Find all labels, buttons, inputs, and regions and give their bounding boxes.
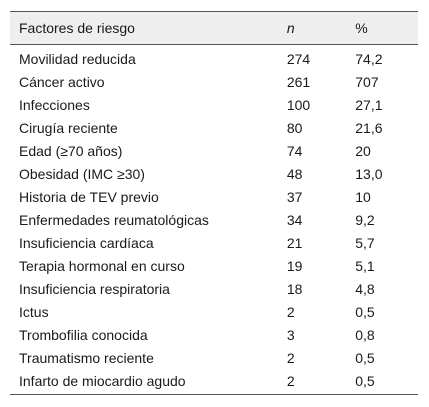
cell-percent: 0,5	[355, 349, 375, 366]
cell-percent: 27,1	[355, 96, 383, 113]
cell-percent: 13,0	[355, 165, 383, 182]
cell-n: 21	[286, 234, 303, 251]
table-row: Enfermedades reumatológicas 34 9,2	[10, 208, 418, 231]
cell-n: 34	[286, 211, 303, 228]
header-percent: %	[355, 11, 418, 45]
header-row: Factores de riesgo n %	[10, 11, 418, 45]
header-n: n	[286, 11, 356, 45]
cell-n: 48	[286, 165, 303, 182]
cell-n: 2	[286, 369, 356, 395]
cell-factor: Cáncer activo	[19, 73, 105, 90]
cell-percent: 4,8	[355, 280, 375, 297]
table-row: Historia de TEV previo 37 10	[10, 185, 418, 208]
cell-n: 80	[286, 119, 303, 136]
cell-percent: 9,2	[355, 211, 375, 228]
cell-factor: Infecciones	[19, 96, 90, 113]
cell-n: 2	[286, 349, 295, 366]
table-row: Insuficiencia respiratoria 18 4,8	[10, 277, 418, 300]
cell-n: 261	[286, 73, 311, 90]
cell-factor: Trombofilia conocida	[19, 326, 148, 343]
table-row: Terapia hormonal en curso 19 5,1	[10, 254, 418, 277]
cell-factor: Enfermedades reumatológicas	[19, 211, 209, 228]
cell-factor: Cirugía reciente	[19, 119, 118, 136]
table-row: Infecciones 100 27,1	[10, 93, 418, 116]
table-row: Trombofilia conocida 3 0,8	[10, 323, 418, 346]
table-row: Ictus 2 0,5	[10, 300, 418, 323]
cell-percent: 5,7	[355, 234, 375, 251]
cell-percent: 5,1	[355, 257, 375, 274]
table-row: Obesidad (IMC ≥30) 48 13,0	[10, 162, 418, 185]
cell-factor: Traumatismo reciente	[19, 349, 154, 366]
cell-percent: 0,5	[355, 369, 418, 395]
cell-n: 274	[286, 50, 311, 67]
cell-percent: 20	[355, 142, 371, 159]
table-row: Movilidad reducida 274 74,2	[10, 45, 418, 71]
table-header: Factores de riesgo n %	[10, 11, 418, 45]
cell-factor: Edad (≥70 años)	[19, 142, 123, 159]
cell-percent: 0,8	[355, 326, 375, 343]
cell-factor: Obesidad (IMC ≥30)	[19, 165, 145, 182]
cell-percent: 21,6	[355, 119, 383, 136]
table-row: Edad (≥70 años) 74 20	[10, 139, 418, 162]
table-row: Cirugía reciente 80 21,6	[10, 116, 418, 139]
cell-n: 2	[286, 303, 295, 320]
cell-percent: 74,2	[355, 50, 383, 67]
cell-factor: Movilidad reducida	[19, 50, 136, 67]
risk-factors-table: Factores de riesgo n % Movilidad reducid…	[10, 11, 418, 395]
cell-percent: 10	[355, 188, 371, 205]
risk-factors-table-container: Factores de riesgo n % Movilidad reducid…	[10, 11, 418, 395]
cell-n: 19	[286, 257, 303, 274]
cell-n: 18	[286, 280, 303, 297]
cell-n: 74	[286, 142, 303, 159]
table-row: Infarto de miocardio agudo 2 0,5	[10, 369, 418, 395]
cell-n: 37	[286, 188, 303, 205]
cell-n: 3	[286, 326, 295, 343]
table-row: Cáncer activo 261 707	[10, 70, 418, 93]
cell-factor: Terapia hormonal en curso	[19, 257, 185, 274]
table-row: Insuficiencia cardíaca 21 5,7	[10, 231, 418, 254]
cell-factor: Ictus	[19, 303, 49, 320]
table-row: Traumatismo reciente 2 0,5	[10, 346, 418, 369]
cell-factor: Infarto de miocardio agudo	[10, 369, 287, 395]
cell-factor: Insuficiencia respiratoria	[19, 280, 170, 297]
cell-factor: Insuficiencia cardíaca	[19, 234, 154, 251]
header-factor: Factores de riesgo	[10, 11, 287, 45]
cell-factor: Historia de TEV previo	[19, 188, 159, 205]
cell-percent: 707	[355, 73, 379, 90]
cell-percent: 0,5	[355, 303, 375, 320]
cell-n: 100	[286, 96, 311, 113]
table-body: Movilidad reducida 274 74,2 Cáncer activo 26…	[10, 45, 418, 395]
